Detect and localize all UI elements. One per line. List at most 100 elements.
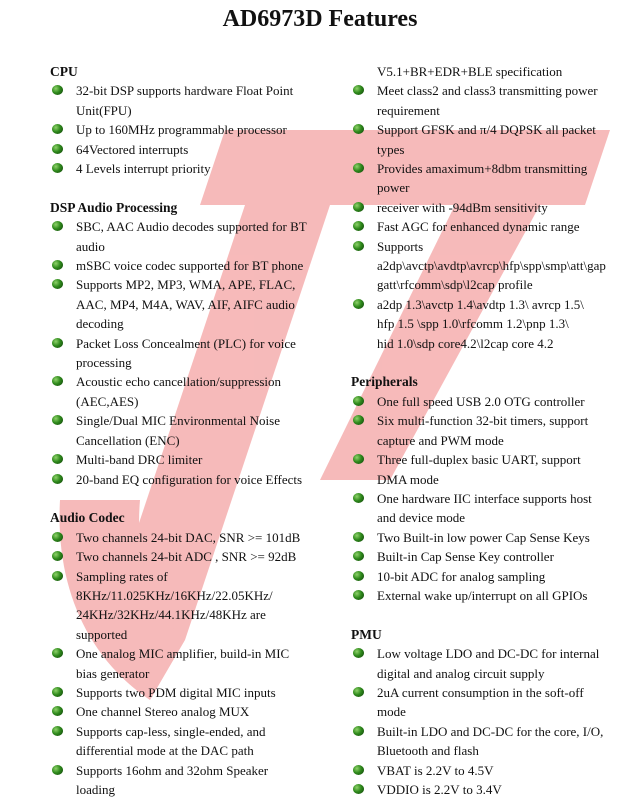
list-item: Support GFSK and π/4 DQPSK all packet typ… — [351, 120, 640, 159]
list-item-text: Single/Dual MIC Environmental Noise — [76, 413, 281, 429]
green-bullet-icon — [353, 570, 364, 581]
list-item-text: One channel Stereo analog MUX — [76, 704, 250, 720]
list-item-continuation: V5.1+BR+EDR+BLE specification — [377, 64, 563, 79]
list-item-text: VBAT is 2.2V to 4.5V — [377, 762, 494, 778]
list-item-text: requirement — [377, 102, 440, 118]
list-item-text: 24KHz/32KHz/44.1KHz/48KHz are — [76, 607, 266, 623]
list-item-text: Built-in Cap Sense Key controller — [377, 549, 554, 565]
green-bullet-icon — [52, 221, 63, 232]
list-item-text: Built-in LDO and DC-DC for the core, I/O… — [377, 723, 604, 739]
green-bullet-icon — [52, 143, 63, 154]
green-bullet-icon — [52, 686, 63, 697]
list-item-text: receiver with -94dBm sensitivity — [377, 199, 548, 215]
list-item-text: power — [377, 180, 410, 196]
right-column: V5.1+BR+EDR+BLE specification Meet class2… — [351, 62, 640, 799]
list-item-text: differential mode at the DAC path — [76, 743, 254, 759]
list-item-text: Supports 16ohm and 32ohm Speaker — [76, 762, 269, 778]
list-item: SBC, AAC Audio decodes supported for BT a… — [50, 217, 340, 256]
list-item-text: Bluetooth and flash — [377, 743, 479, 759]
list-item: Up to 160MHz programmable processor — [50, 120, 340, 139]
list-item-text: 32-bit DSP supports hardware Float Point — [76, 83, 294, 99]
list-item-text: 20-band EQ configuration for voice Effec… — [76, 471, 303, 487]
list-item: Supports MP2, MP3, WMA, APE, FLAC, AAC, M… — [50, 275, 340, 333]
list-item-text: gatt\rfcomm\sdp\l2cap profile — [377, 277, 533, 293]
list-item: 2uA current consumption in the soft-off m… — [351, 683, 640, 722]
list-item: Fast AGC for enhanced dynamic range — [351, 217, 640, 236]
list-item: Supports cap-less, single-ended, and diff… — [50, 722, 340, 761]
list-item-text: capture and PWM mode — [377, 432, 504, 448]
green-bullet-icon — [52, 376, 63, 387]
list-item: 20-band EQ configuration for voice Effec… — [50, 470, 340, 489]
list-item-text: Up to 160MHz programmable processor — [76, 122, 287, 138]
list-item-text: Cancellation (ENC) — [76, 432, 180, 448]
green-bullet-icon — [353, 124, 364, 135]
list-item: 64Vectored interrupts — [50, 140, 340, 159]
list-item-text: mSBC voice codec supported for BT phone — [76, 258, 304, 274]
list-item-text: VDDIO is 2.2V to 3.4V — [377, 782, 502, 797]
green-bullet-icon — [353, 764, 364, 775]
list-item: Six multi-function 32-bit timers, suppor… — [351, 411, 640, 450]
green-bullet-icon — [52, 570, 63, 581]
list-item-text: Two channels 24-bit ADC , SNR >= 92dB — [76, 549, 297, 565]
green-bullet-icon — [52, 706, 63, 717]
list-item-text: a2dp\avctp\avdtp\avrcp\hfp\spp\smp\att\g… — [377, 258, 606, 274]
green-bullet-icon — [353, 395, 364, 406]
green-bullet-icon — [353, 240, 364, 251]
list-item-text: Multi-band DRC limiter — [76, 452, 203, 468]
list-item-text: AAC, MP4, M4A, WAV, AIF, AIFC audio — [76, 296, 295, 312]
green-bullet-icon — [52, 337, 63, 348]
green-bullet-icon — [353, 201, 364, 212]
green-bullet-icon — [52, 531, 63, 542]
green-bullet-icon — [353, 163, 364, 174]
section-heading: Audio Codec — [50, 510, 125, 526]
green-bullet-icon — [353, 454, 364, 465]
list-item-text: and device mode — [377, 510, 466, 526]
list-item-text: SBC, AAC Audio decodes supported for BT — [76, 219, 307, 235]
section-heading: DSP Audio Processing — [50, 199, 178, 215]
list-item-text: Packet Loss Concealment (PLC) for voice — [76, 335, 296, 351]
green-bullet-icon — [52, 163, 63, 174]
section-heading: PMU — [351, 626, 382, 642]
left-column: CPU 32-bit DSP supports hardware Float Po… — [50, 62, 340, 799]
green-bullet-icon — [52, 473, 63, 484]
list-item-text: External wake up/interrupt on all GPIOs — [377, 587, 588, 603]
green-bullet-icon — [52, 279, 63, 290]
green-bullet-icon — [52, 648, 63, 659]
list-item-text: One full speed USB 2.0 OTG controller — [377, 393, 585, 409]
green-bullet-icon — [353, 531, 364, 542]
list-item-text: Two Built-in low power Cap Sense Keys — [377, 529, 590, 545]
list-item-text: Fast AGC for enhanced dynamic range — [377, 219, 580, 235]
list-item-text: digital and analog circuit supply — [377, 665, 545, 681]
green-bullet-icon — [353, 589, 364, 600]
green-bullet-icon — [52, 415, 63, 426]
list-item: Supports a2dp\avctp\avdtp\avrcp\hfp\spp\s… — [351, 237, 640, 295]
section-heading: CPU — [50, 64, 78, 79]
green-bullet-icon — [353, 551, 364, 562]
list-item-text: Six multi-function 32-bit timers, suppor… — [377, 413, 589, 429]
list-item-text: mode — [377, 704, 406, 720]
list-item-text: processing — [76, 355, 132, 371]
green-bullet-icon — [353, 686, 364, 697]
section-heading: Peripherals — [351, 374, 418, 390]
list-item-text: Three full-duplex basic UART, support — [377, 452, 581, 468]
list-item: Low voltage LDO and DC-DC for internal di… — [351, 644, 640, 683]
list-item: Two Built-in low power Cap Sense Keys — [351, 528, 640, 547]
list-item-text: types — [377, 141, 405, 157]
list-item-text: a2dp 1.3\avctp 1.4\avdtp 1.3\ avrcp 1.5\ — [377, 296, 584, 312]
list-item: receiver with -94dBm sensitivity — [351, 198, 640, 217]
list-item-text: Provides amaximum+8dbm transmitting — [377, 161, 588, 177]
list-item: One hardware IIC interface supports host… — [351, 489, 640, 528]
list-item-text: 8KHz/11.025KHz/16KHz/22.05KHz/ — [76, 587, 273, 603]
green-bullet-icon — [52, 124, 63, 135]
page-title: AD6973D Features — [222, 6, 418, 32]
list-item-text: audio — [76, 238, 105, 254]
list-item: a2dp 1.3\avctp 1.4\avdtp 1.3\ avrcp 1.5\… — [351, 295, 640, 353]
list-item-text: bias generator — [76, 665, 150, 681]
list-item-text: Support GFSK and π/4 DQPSK all packet — [377, 122, 596, 138]
list-item-text: supported — [76, 626, 128, 642]
green-bullet-icon — [353, 415, 364, 426]
list-item: One channel Stereo analog MUX — [50, 702, 340, 721]
list-item: Multi-band DRC limiter — [50, 450, 340, 469]
list-item-text: Supports MP2, MP3, WMA, APE, FLAC, — [76, 277, 296, 293]
